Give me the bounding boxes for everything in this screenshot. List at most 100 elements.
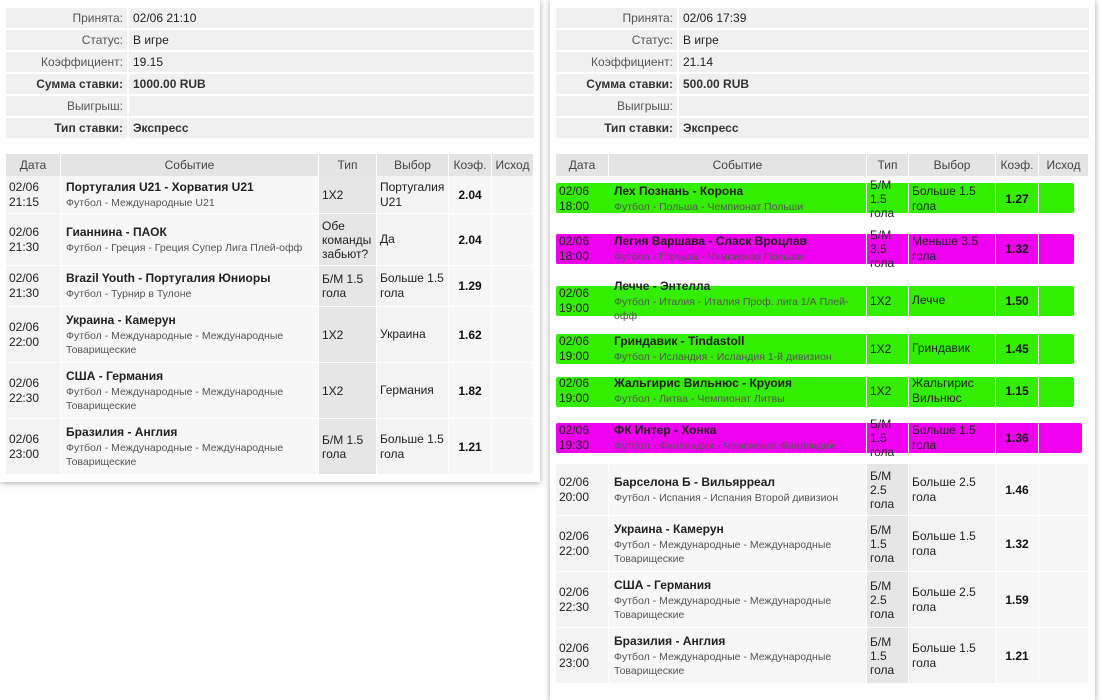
bet-event: ФК Интер - Хонка Футбол - Финляндия - Чем…	[609, 412, 867, 464]
event-subtitle: Футбол - Литва - Чемпионат Литвы	[614, 393, 785, 405]
bet-choice-text: Больше 1.5 гола	[912, 528, 976, 558]
bet-choice: Больше 1.5 гола	[377, 266, 449, 307]
summary-value: 500.00 RUB	[679, 74, 1089, 94]
summary-value: 19.15	[129, 52, 534, 72]
header-event: Событие	[61, 154, 319, 176]
event-subtitle: Футбол - Финляндия - Чемпионат Финляндии	[614, 439, 836, 452]
bet-type-text: Б/М 1.5 гола	[322, 432, 364, 461]
bet-date-text: 02/06 19:00	[559, 376, 590, 405]
bet-choice: Да	[377, 214, 449, 266]
event-subtitle: Футбол - Греция - Греция Супер Лига Плей…	[66, 241, 303, 254]
bet-choice: Больше 1.5 гола	[909, 628, 996, 684]
summary-row: Выигрыш:	[6, 96, 534, 116]
bet-coef-text: 1.82	[458, 383, 482, 398]
highlight-marker-green	[556, 376, 1074, 407]
bet-coef-text: 1.27	[1005, 192, 1029, 206]
bet-date-text: 02/06 23:00	[559, 640, 590, 670]
bet-type-text: 1X2	[322, 187, 344, 202]
event-info: Бразилия - Англия Футбол - Международные …	[612, 634, 863, 678]
bet-event: Легия Варшава - Сласк Вроцлав Футбол - По…	[609, 223, 867, 275]
summary-row: Коэффициент: 19.15	[6, 52, 534, 72]
bet-type: 1X2	[319, 307, 377, 363]
bet-coef-text: 1.62	[458, 327, 482, 342]
summary-label: Коэффициент:	[6, 52, 129, 72]
bet-event: Украина - Камерун Футбол - Международные …	[61, 307, 319, 363]
event-subtitle: Футбол - Польша - Чемпионат Польши	[614, 250, 804, 263]
summary-value: В игре	[129, 30, 534, 50]
event-subtitle: Футбол - Италия - Италия Проф. лига 1/А …	[614, 295, 849, 322]
bet-table-left: Дата Событие Тип Выбор Коэф. Исход 02/06…	[6, 154, 534, 475]
bet-choice: Больше 1.5 гола	[377, 419, 449, 475]
bet-coef-text: 2.04	[458, 232, 482, 247]
bet-choice-text: Больше 1.5 гола	[380, 271, 444, 300]
event-info: США - Германия Футбол - Международные - М…	[612, 578, 863, 622]
event-title: Барселона Б - Вильярреал	[614, 474, 775, 489]
bet-result	[1039, 572, 1089, 628]
bet-table-right: Дата Событие Тип Выбор Коэф. Исход 02/06…	[556, 154, 1089, 684]
table-row: 02/06 22:00 Украина - Камерун Футбол - Меж…	[556, 516, 1089, 572]
header-event: Событие	[609, 154, 867, 176]
table-row: 02/06 23:00 Бразилия - Англия Футбол - Меж…	[6, 419, 534, 475]
summary-label: Выигрыш:	[6, 96, 129, 116]
bet-choice-text: Португалия U21	[380, 179, 445, 209]
bet-type: Б/М 2.5 гола	[867, 572, 909, 628]
summary-row: Принята: 02/06 21:10	[6, 8, 534, 28]
bet-date: 02/06 21:30	[6, 214, 61, 266]
bet-coef: 2.04	[449, 214, 492, 266]
bet-result	[1039, 327, 1089, 371]
bet-type-text: Б/М 3.5 гола	[870, 227, 895, 270]
bet-coef: 1.15	[996, 371, 1039, 412]
bet-coef: 1.27	[996, 176, 1039, 223]
bet-choice-text: Больше 2.5 гола	[912, 474, 976, 504]
header-date: Дата	[6, 154, 61, 176]
bet-choice-text: Да	[380, 232, 395, 246]
bet-event: Гриндавик - Tindastoll Футбол - Исландия …	[609, 327, 867, 371]
header-type: Тип	[319, 154, 377, 176]
bet-type: 1X2	[867, 275, 909, 327]
bet-choice-text: Больше 1.5 гола	[912, 184, 976, 213]
bet-result	[492, 419, 534, 475]
bet-choice: Больше 1.5 гола	[909, 516, 996, 572]
event-info: Легия Варшава - Сласк Вроцлав Футбол - По…	[612, 234, 863, 264]
summary-label: Тип ставки:	[6, 118, 129, 138]
bet-event: Лех Познань - Корона Футбол - Польша - Че…	[609, 176, 867, 223]
bet-type: Б/М 1.5 гола	[867, 516, 909, 572]
bet-event: Гианнина - ПАОК Футбол - Греция - Греция …	[61, 214, 319, 266]
table-row: 02/06 22:30 США - Германия Футбол - Междун…	[6, 363, 534, 419]
event-info: Жальгирис Вильнюс - Круоия Футбол - Литва…	[612, 376, 863, 406]
bet-date-text: 02/06 22:00	[559, 528, 590, 558]
bet-result	[1039, 412, 1089, 464]
summary-row: Тип ставки: Экспресс	[6, 118, 534, 138]
bet-choice: Больше 2.5 гола	[909, 464, 996, 516]
summary-label: Сумма ставки:	[556, 74, 679, 94]
bet-date-text: 02/06 21:30	[9, 224, 40, 254]
table-row: 02/06 22:30 США - Германия Футбол - Междун…	[556, 572, 1089, 628]
bet-date-text: 02/06 22:30	[9, 375, 40, 405]
bet-type: 1X2	[319, 363, 377, 419]
event-info: Brazil Youth - Португалия Юниоры Футбол -…	[64, 271, 315, 301]
bet-choice: Гриндавик	[909, 327, 996, 371]
table-row: 02/06 21:30 Гианнина - ПАОК Футбол - Греци…	[6, 214, 534, 266]
bet-coef: 1.29	[449, 266, 492, 307]
bet-choice-text: Украина	[380, 327, 426, 341]
bet-date-text: 02/06 19:30	[559, 422, 590, 452]
bet-coef-text: 1.32	[1005, 241, 1029, 256]
bet-choice-text: Больше 1.5 гола	[380, 431, 444, 461]
event-title: Гианнина - ПАОК	[66, 224, 167, 239]
table-row: 02/06 23:00 Бразилия - Англия Футбол - Меж…	[556, 628, 1089, 684]
bet-result	[492, 214, 534, 266]
highlight-marker-green	[556, 286, 1074, 316]
event-subtitle: Футбол - Польша - Чемпионат Польши	[614, 201, 804, 213]
event-title: Бразилия - Англия	[614, 633, 726, 648]
bet-type: Б/М 1.5 гола	[319, 266, 377, 307]
bet-type-text: 1X2	[870, 293, 892, 308]
bet-type-text: 1X2	[870, 341, 892, 356]
bet-coef-text: 2.04	[458, 187, 482, 202]
summary-row: Сумма ставки: 1000.00 RUB	[6, 74, 534, 94]
bet-event: Brazil Youth - Португалия Юниоры Футбол -…	[61, 266, 319, 307]
bet-date-text: 02/06 19:00	[559, 333, 590, 363]
event-subtitle: Футбол - Турнир в Тулоне	[66, 288, 192, 300]
event-title: Жальгирис Вильнюс - Круоия	[614, 376, 793, 390]
event-info: ФК Интер - Хонка Футбол - Финляндия - Чем…	[612, 423, 863, 453]
bet-type: Обе команды забьют?	[319, 214, 377, 266]
